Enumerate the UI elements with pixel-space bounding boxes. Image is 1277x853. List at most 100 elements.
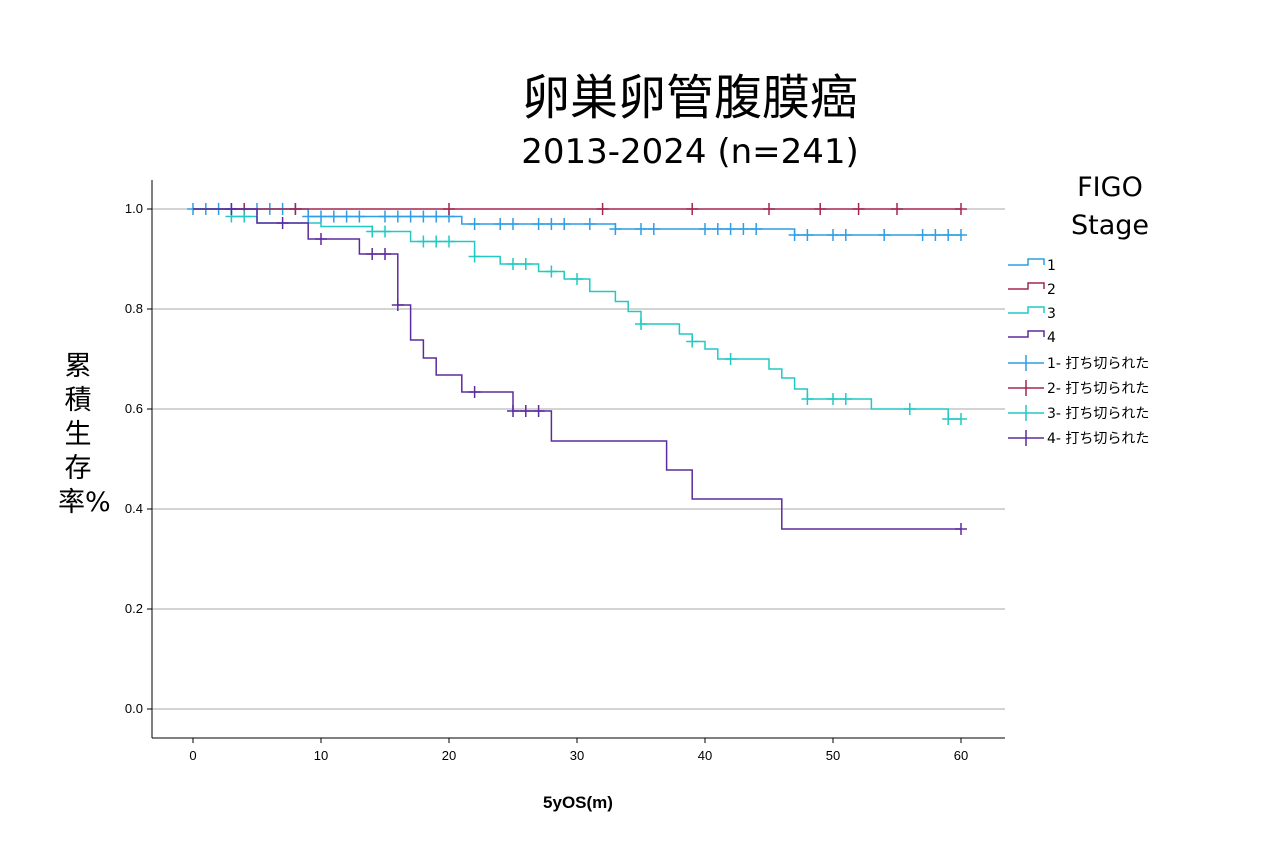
- legend-title: FIGO: [1077, 172, 1143, 203]
- x-tick-label: 20: [442, 748, 456, 763]
- legend-censor-label: 3- 打ち切られた: [1047, 405, 1149, 422]
- censor-mark: [468, 250, 481, 263]
- censor-mark: [699, 223, 711, 235]
- censor-mark: [366, 225, 379, 238]
- y-tick-label: 0.6: [125, 401, 143, 416]
- legend-censor-label: 4- 打ち切られた: [1047, 430, 1149, 447]
- censor-mark: [839, 229, 852, 241]
- censor-mark: [315, 210, 327, 223]
- censor-mark: [468, 218, 481, 230]
- y-ticks: 0.0 0.2 0.4 0.6 0.8 1.0: [125, 201, 152, 716]
- censor-mark: [519, 405, 532, 417]
- censor-mark: [903, 403, 916, 415]
- y-tick-label: 0.2: [125, 601, 143, 616]
- censor-mark: [801, 229, 814, 241]
- x-tick-label: 60: [954, 748, 968, 763]
- survival-curves: [187, 203, 967, 535]
- y-tick-label: 1.0: [125, 201, 143, 216]
- censor-mark: [494, 218, 507, 230]
- x-ticks: 0 10 20 30 40 50 60: [189, 738, 968, 763]
- y-tick-label: 0.8: [125, 301, 143, 316]
- y-tick-label: 0.0: [125, 701, 143, 716]
- censor-mark: [327, 210, 340, 223]
- censor-mark: [955, 413, 967, 425]
- censor-mark: [750, 223, 763, 235]
- censor-mark: [545, 218, 558, 230]
- censor-mark: [379, 225, 391, 238]
- x-tick-label: 40: [698, 748, 712, 763]
- censor-mark: [891, 203, 903, 215]
- censor-mark: [391, 210, 404, 223]
- legend-step-swatch: [1008, 330, 1045, 338]
- censor-mark: [315, 233, 327, 245]
- legend-censor-swatch: [1008, 355, 1044, 371]
- censor-mark: [302, 210, 315, 223]
- censor-mark: [430, 210, 443, 223]
- legend-censor-swatch: [1008, 430, 1044, 446]
- censor-mark: [545, 265, 558, 278]
- censor-mark: [571, 273, 583, 285]
- censor-mark: [801, 393, 814, 405]
- censor-mark: [225, 203, 238, 215]
- chart-subtitle: 2013-2024 (n=241): [521, 132, 859, 172]
- legend-censor-swatch: [1008, 380, 1044, 396]
- censor-mark: [609, 223, 622, 235]
- censor-mark: [507, 258, 519, 270]
- x-tick-label: 30: [570, 748, 584, 763]
- censor-mark: [955, 203, 967, 215]
- censor-mark: [340, 210, 353, 223]
- gridlines: [152, 208, 1005, 710]
- censor-mark: [417, 235, 430, 248]
- censor-mark: [929, 229, 942, 241]
- legend-title: Stage: [1071, 210, 1149, 241]
- legend-censor-label: 2- 打ち切られた: [1047, 380, 1149, 397]
- censor-mark: [827, 229, 839, 241]
- censor-mark: [686, 335, 699, 348]
- y-tick-label: 0.4: [125, 501, 143, 516]
- censor-mark: [289, 203, 302, 215]
- censor-mark: [430, 235, 443, 248]
- censor-mark: [763, 203, 775, 215]
- censor-mark: [724, 223, 737, 235]
- censor-mark: [814, 203, 827, 215]
- censor-mark: [942, 413, 955, 425]
- censor-mark: [647, 223, 660, 235]
- legend: FIGO Stage 1 2 3 4 1- 打ち切られた 2- 打ち切られた 3- 打ち切られた…: [1008, 172, 1149, 447]
- censor-mark: [737, 223, 750, 235]
- censor-mark: [955, 523, 967, 535]
- censor-mark: [686, 203, 699, 215]
- censor-mark: [391, 299, 404, 311]
- censor-mark: [916, 229, 929, 241]
- survival-step-line: [193, 208, 961, 530]
- censor-mark: [238, 210, 251, 223]
- legend-step-swatch: [1008, 258, 1045, 266]
- x-tick-label: 50: [826, 748, 840, 763]
- censor-mark: [635, 223, 647, 235]
- censor-mark: [379, 248, 391, 260]
- censor-mark: [443, 235, 455, 248]
- censor-mark: [878, 229, 891, 241]
- censor-mark: [379, 210, 391, 223]
- censor-mark: [532, 218, 545, 230]
- censor-mark: [519, 258, 532, 270]
- censor-mark: [635, 318, 647, 330]
- censor-mark: [443, 203, 455, 215]
- censor-mark: [724, 353, 737, 365]
- legend-step-swatch: [1008, 282, 1045, 290]
- censor-mark: [583, 218, 596, 230]
- legend-censor-swatch: [1008, 405, 1044, 421]
- censor-mark: [507, 405, 519, 417]
- x-axis-label: 5yOS(m): [543, 793, 613, 812]
- censor-mark: [827, 393, 839, 405]
- legend-label: 4: [1047, 330, 1056, 346]
- legend-censor-label: 1- 打ち切られた: [1047, 355, 1149, 372]
- series-2: [193, 203, 967, 215]
- chart-title: 卵巣卵管腹膜癌: [521, 70, 858, 126]
- axes: [151, 180, 1005, 739]
- censor-mark: [955, 229, 967, 241]
- censor-mark: [366, 248, 379, 260]
- legend-step-swatch: [1008, 306, 1045, 314]
- censor-mark: [596, 203, 609, 215]
- series-3: [193, 208, 967, 425]
- censor-mark: [507, 218, 519, 230]
